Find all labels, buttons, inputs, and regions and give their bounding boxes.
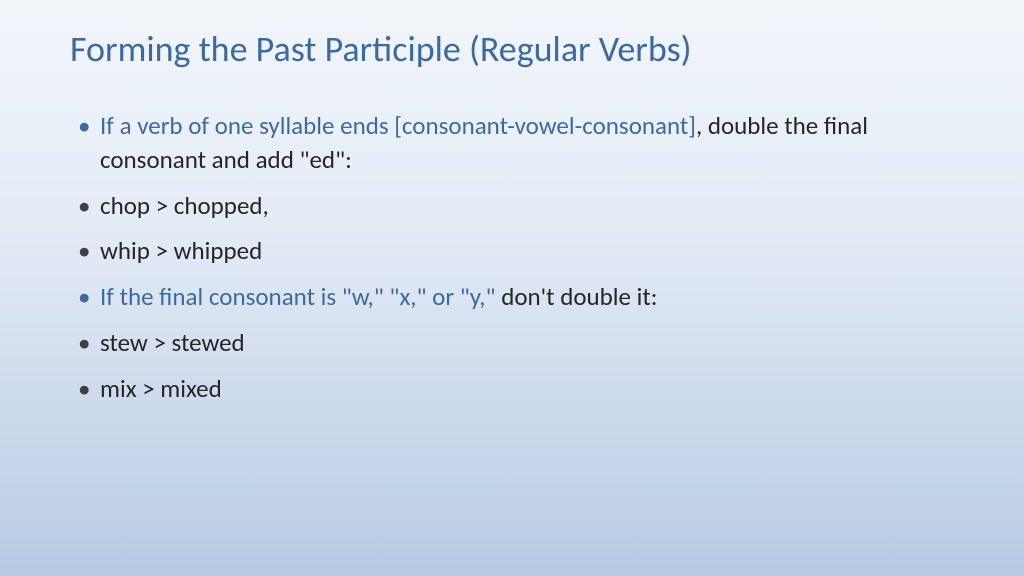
text-segment: stew > stewed (100, 327, 245, 358)
bullet-list: If a verb of one syllable ends [consonan… (70, 109, 954, 405)
text-segment: mix > mixed (100, 373, 222, 404)
text-segment: If a verb of one syllable ends [consonan… (100, 110, 696, 141)
list-item: If the final consonant is "w," "x," or "… (78, 280, 954, 314)
list-item: mix > mixed (78, 372, 954, 406)
text-segment: If the final consonant is "w," "x," or "… (100, 281, 501, 312)
list-item: stew > stewed (78, 326, 954, 360)
list-item: whip > whipped (78, 234, 954, 268)
text-segment: don't double it: (501, 281, 657, 312)
list-item: chop > chopped, (78, 189, 954, 223)
slide-title: Forming the Past Participle (Regular Ver… (70, 28, 954, 71)
text-segment: chop > chopped, (100, 190, 269, 221)
text-segment: whip > whipped (100, 235, 262, 266)
list-item: If a verb of one syllable ends [consonan… (78, 109, 954, 177)
